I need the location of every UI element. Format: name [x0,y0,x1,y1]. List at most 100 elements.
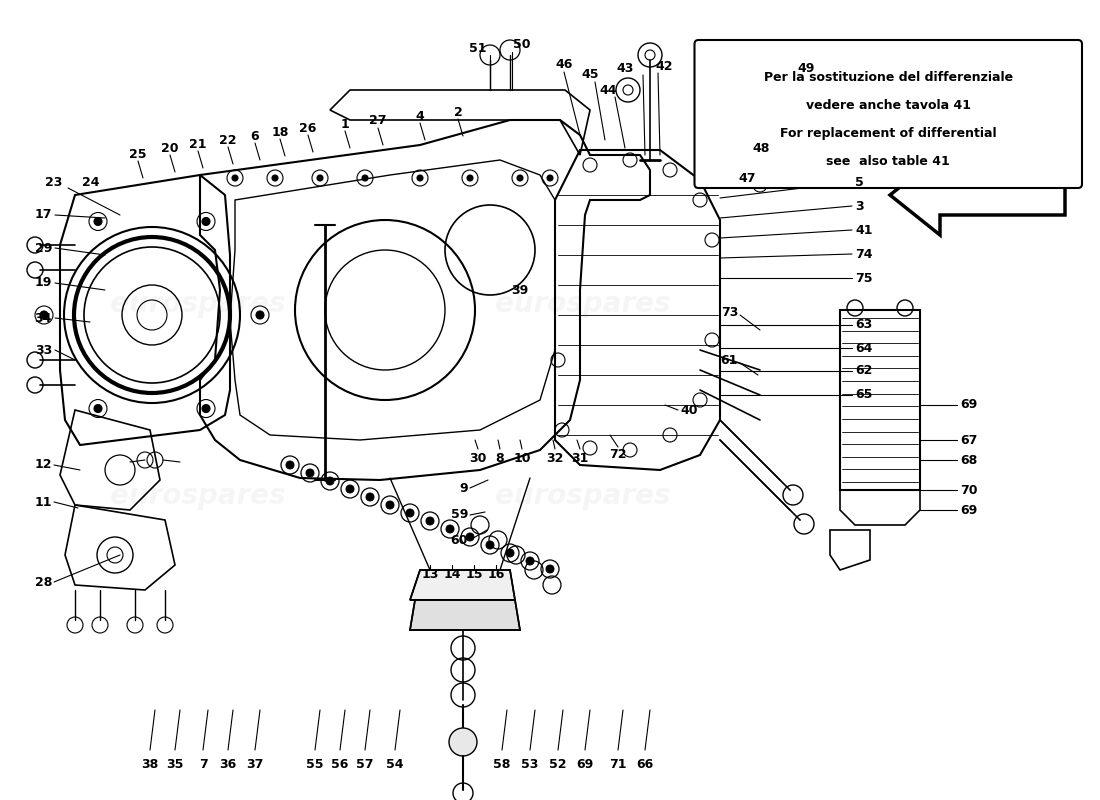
Circle shape [486,541,494,549]
Circle shape [547,175,553,181]
Circle shape [272,175,278,181]
Text: 18: 18 [272,126,288,138]
Text: 32: 32 [547,452,563,465]
Text: 46: 46 [556,58,573,71]
Text: 68: 68 [960,454,977,466]
Text: 60: 60 [451,534,468,546]
Text: 35: 35 [166,758,184,771]
Text: 64: 64 [855,342,872,354]
Text: eurospares: eurospares [110,482,286,510]
Circle shape [232,175,238,181]
Text: 56: 56 [331,758,349,771]
Text: 10: 10 [514,452,530,465]
Text: 11: 11 [34,495,52,509]
Text: 51: 51 [470,42,487,54]
Text: 15: 15 [465,568,483,581]
Circle shape [317,175,323,181]
Text: 71: 71 [609,758,627,771]
Text: 27: 27 [370,114,387,127]
Polygon shape [410,600,520,630]
Text: 8: 8 [496,452,504,465]
Circle shape [256,311,264,319]
Text: 65: 65 [855,389,872,402]
Text: 4: 4 [416,110,425,122]
Circle shape [286,461,294,469]
Text: 43: 43 [617,62,634,74]
Text: 72: 72 [609,449,627,462]
Text: 26: 26 [299,122,317,134]
Circle shape [506,549,514,557]
Text: 36: 36 [219,758,236,771]
Text: 48: 48 [752,142,770,154]
Text: 20: 20 [162,142,178,154]
Text: 53: 53 [521,758,539,771]
Text: 22: 22 [219,134,236,146]
Text: 28: 28 [34,575,52,589]
Text: 9: 9 [460,482,467,494]
Circle shape [406,509,414,517]
Text: 45: 45 [581,69,598,82]
Text: 69: 69 [960,398,977,411]
Text: 47: 47 [738,171,756,185]
Text: eurospares: eurospares [495,290,671,318]
Text: 39: 39 [512,283,529,297]
Text: 7: 7 [199,758,208,771]
Text: 66: 66 [637,758,653,771]
Text: 30: 30 [470,452,486,465]
Text: 55: 55 [306,758,323,771]
Text: 2: 2 [453,106,462,118]
Circle shape [366,493,374,501]
Circle shape [449,728,477,756]
Text: 70: 70 [960,483,978,497]
Circle shape [468,175,473,181]
Circle shape [202,218,210,226]
Text: 16: 16 [487,568,505,581]
Text: 59: 59 [451,509,468,522]
Text: 40: 40 [680,403,697,417]
Circle shape [94,218,102,226]
Text: 3: 3 [855,199,864,213]
Text: 24: 24 [82,177,99,190]
Text: 37: 37 [246,758,264,771]
Circle shape [202,405,210,413]
Text: 29: 29 [34,242,52,254]
Text: 62: 62 [855,365,872,378]
Text: 63: 63 [855,318,872,331]
Text: 74: 74 [855,247,872,261]
Text: 23: 23 [45,177,62,190]
Circle shape [426,517,434,525]
Text: 17: 17 [34,209,52,222]
Text: 52: 52 [549,758,566,771]
Text: 38: 38 [142,758,158,771]
Text: see  also table 41: see also table 41 [826,155,950,168]
Text: 41: 41 [855,223,872,237]
Text: 69: 69 [960,503,977,517]
Text: 42: 42 [654,59,672,73]
Circle shape [446,525,454,533]
Text: eurospares: eurospares [495,482,671,510]
Circle shape [40,311,48,319]
Text: 31: 31 [571,452,588,465]
Text: 33: 33 [35,343,52,357]
Text: 54: 54 [386,758,404,771]
Circle shape [466,533,474,541]
Text: 61: 61 [720,354,738,366]
Text: 34: 34 [34,311,52,325]
Text: 67: 67 [960,434,978,446]
Text: 21: 21 [189,138,207,150]
Circle shape [546,565,554,573]
Circle shape [517,175,522,181]
Text: 12: 12 [34,458,52,471]
Text: 44: 44 [600,83,617,97]
Circle shape [306,469,313,477]
Text: 25: 25 [130,147,146,161]
Text: 69: 69 [576,758,594,771]
Text: vedere anche tavola 41: vedere anche tavola 41 [805,99,970,112]
Text: For replacement of differential: For replacement of differential [780,127,997,140]
Circle shape [417,175,424,181]
Text: 73: 73 [720,306,738,318]
Circle shape [362,175,369,181]
Text: 1: 1 [341,118,350,130]
Circle shape [526,557,534,565]
Text: 75: 75 [855,271,872,285]
